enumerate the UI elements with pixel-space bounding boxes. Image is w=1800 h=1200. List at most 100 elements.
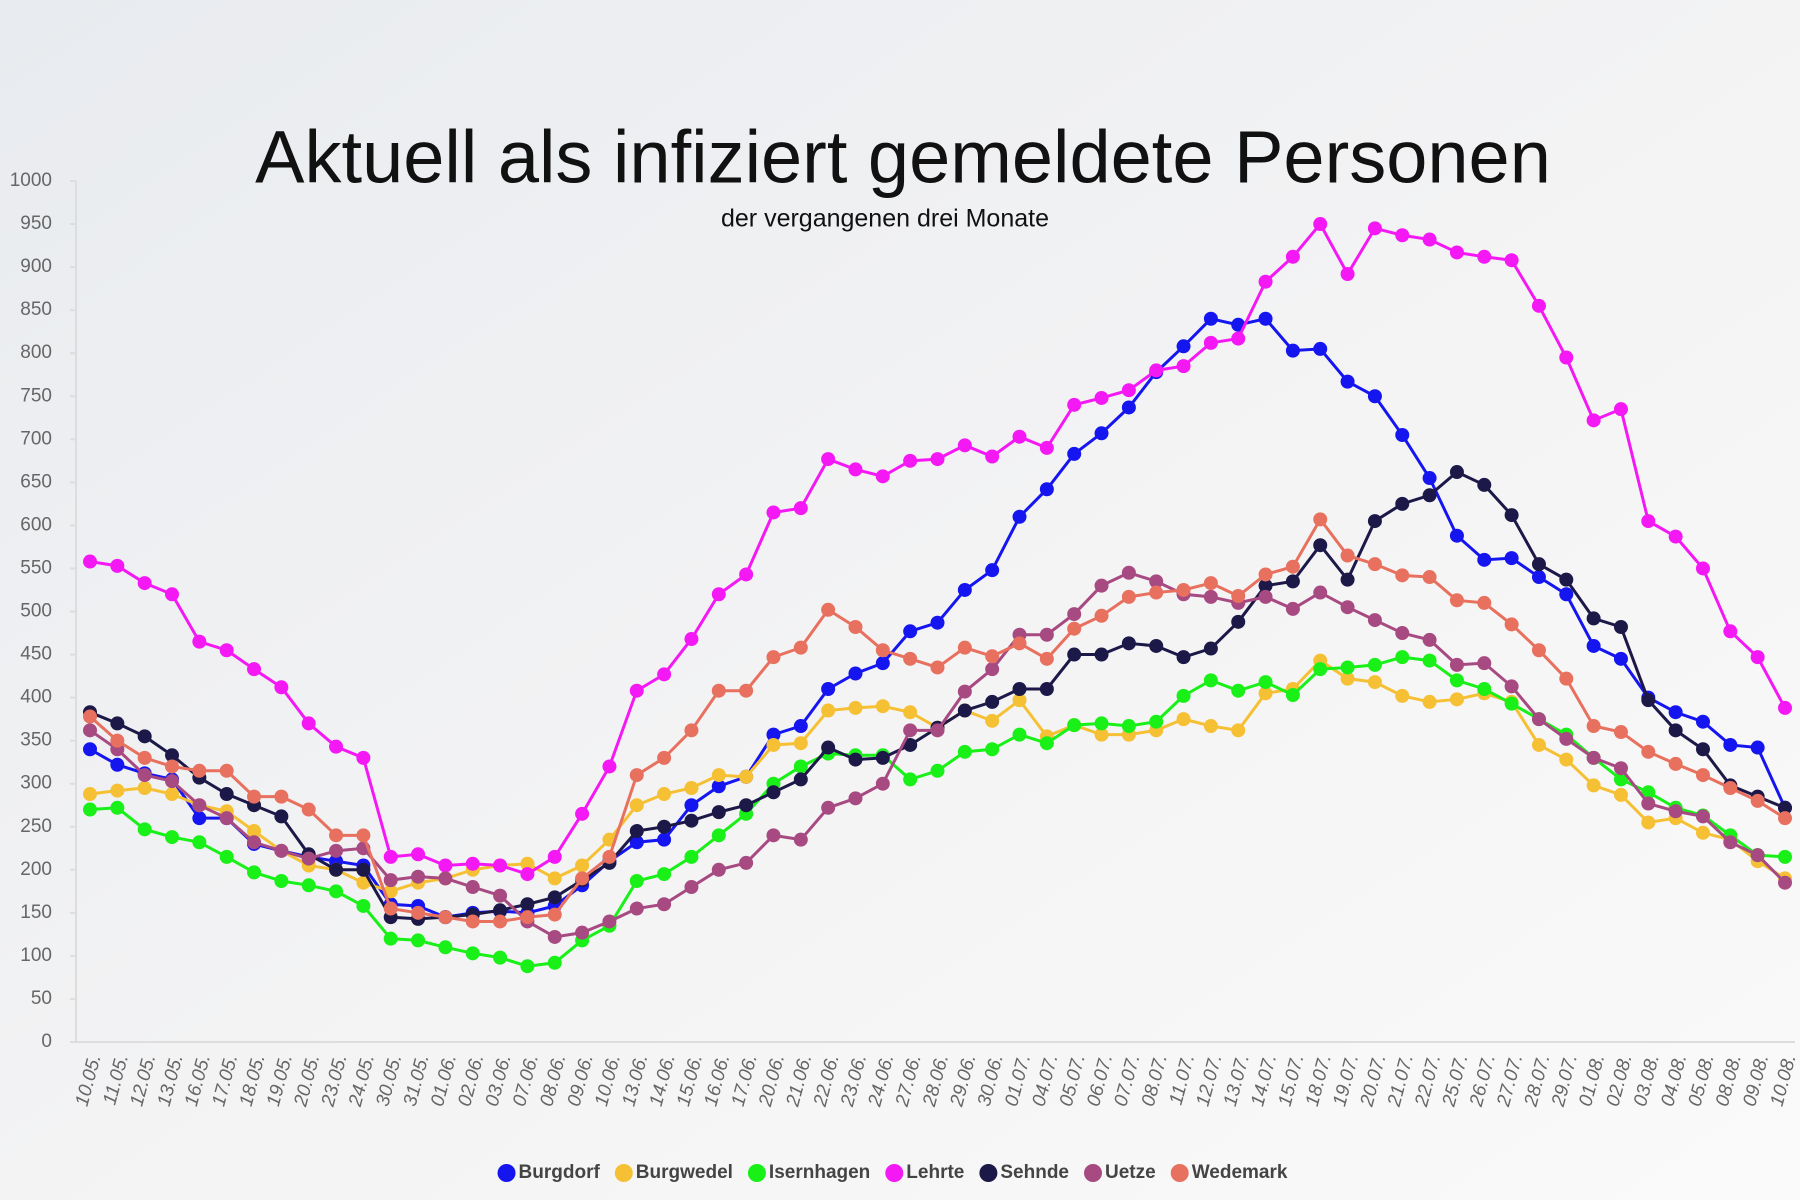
data-point (1176, 339, 1191, 354)
data-point (1231, 589, 1246, 604)
data-point (465, 880, 480, 895)
data-point (1203, 576, 1218, 591)
y-tick-label: 650 (20, 471, 52, 492)
data-point (493, 888, 508, 903)
data-point (1613, 761, 1628, 776)
data-point (766, 828, 781, 843)
data-point (1121, 400, 1136, 415)
data-point (875, 643, 890, 658)
data-point (1395, 496, 1410, 511)
data-point (247, 865, 262, 880)
data-point (629, 873, 644, 888)
y-tick-label: 900 (20, 256, 52, 277)
data-point (1012, 727, 1027, 742)
data-point (1668, 804, 1683, 819)
data-point (274, 680, 289, 695)
data-point (1477, 477, 1492, 492)
data-point (247, 662, 262, 677)
data-point (875, 776, 890, 791)
legend-label: Isernhagen (769, 1162, 870, 1183)
data-point (1176, 582, 1191, 597)
data-point (793, 501, 808, 516)
data-point (985, 742, 1000, 757)
data-point (411, 905, 426, 920)
data-point (1395, 228, 1410, 243)
data-point (1422, 471, 1437, 486)
data-point (1340, 266, 1355, 281)
data-point (356, 750, 371, 765)
data-point (1586, 611, 1601, 626)
data-point (137, 729, 152, 744)
data-point (520, 910, 535, 925)
data-point (1313, 585, 1328, 600)
data-point (1422, 653, 1437, 668)
data-point (356, 898, 371, 913)
data-point (1531, 570, 1546, 585)
data-point (438, 871, 453, 886)
data-point (1094, 727, 1109, 742)
legend-marker (614, 1164, 633, 1182)
data-point (1258, 589, 1273, 604)
data-point (1176, 650, 1191, 665)
data-point (1340, 600, 1355, 615)
data-point (930, 763, 945, 778)
data-point (957, 438, 972, 453)
data-point (657, 750, 672, 765)
data-point (1258, 567, 1273, 582)
data-point (629, 798, 644, 813)
data-point (1340, 374, 1355, 389)
data-point (711, 768, 726, 783)
data-point (1750, 793, 1765, 808)
data-point (1067, 621, 1082, 636)
data-point (1778, 800, 1792, 815)
data-point (1012, 693, 1027, 708)
data-point (1285, 249, 1300, 264)
data-point (1012, 509, 1027, 524)
data-point (83, 554, 97, 569)
data-point (1258, 686, 1273, 701)
data-point (1285, 688, 1300, 703)
data-point (1012, 636, 1027, 651)
data-point (301, 851, 316, 866)
chart-title: Aktuell als infiziert gemeldete Personen (255, 116, 1551, 199)
data-point (848, 752, 863, 767)
data-point (165, 759, 180, 774)
data-point (1340, 671, 1355, 686)
data-point (1395, 650, 1410, 665)
data-point (684, 632, 699, 647)
legend-label: Burgwedel (636, 1162, 733, 1183)
data-point (520, 867, 535, 882)
data-point (684, 798, 699, 813)
data-point (329, 862, 344, 877)
data-point (1641, 785, 1656, 800)
data-point (1149, 638, 1164, 653)
data-point (1231, 331, 1246, 346)
data-point (739, 683, 754, 698)
data-point (1231, 614, 1246, 629)
data-point (219, 787, 234, 802)
data-point (83, 802, 97, 817)
data-point (711, 805, 726, 820)
data-point (1176, 712, 1191, 727)
data-point (1203, 673, 1218, 688)
data-point (1067, 446, 1082, 461)
legend-marker (747, 1164, 766, 1182)
y-tick-label: 400 (20, 687, 52, 708)
y-tick-label: 200 (20, 859, 52, 880)
data-point (1695, 714, 1710, 729)
data-point (1094, 716, 1109, 731)
data-point (110, 716, 125, 731)
data-point (1149, 363, 1164, 378)
data-point (1367, 514, 1382, 529)
data-point (1422, 232, 1437, 247)
data-point (493, 914, 508, 929)
data-point (547, 849, 562, 864)
y-tick-label: 350 (20, 730, 52, 751)
data-point (1613, 725, 1628, 740)
data-point (165, 587, 180, 602)
y-tick-label: 700 (20, 428, 52, 449)
legend-label: Wedemark (1192, 1162, 1288, 1183)
data-point (493, 858, 508, 873)
data-point (1203, 641, 1218, 656)
legend-label: Lehrte (906, 1162, 964, 1183)
